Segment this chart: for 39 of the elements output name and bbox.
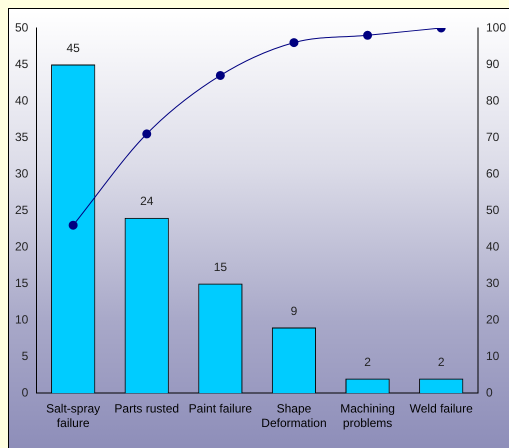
y2-tick-label: 20 bbox=[486, 312, 500, 326]
y2-tick-label: 80 bbox=[486, 93, 500, 108]
y-tick-label: 30 bbox=[14, 166, 29, 180]
y2-tick-label: 90 bbox=[486, 56, 500, 71]
point bbox=[289, 38, 298, 48]
y2-tick-label: 100 bbox=[486, 20, 506, 34]
point bbox=[363, 30, 372, 40]
x-tick-label: Salt-spray failure bbox=[46, 402, 100, 430]
point bbox=[142, 129, 152, 138]
y2-tick-label: 0 bbox=[486, 386, 493, 400]
y2-tick-label: 60 bbox=[486, 166, 500, 180]
y-tick-label: 15 bbox=[14, 276, 29, 290]
data-label: 24 bbox=[140, 194, 154, 208]
data-label: 9 bbox=[290, 304, 298, 318]
x-tick-label: Weld failure bbox=[410, 402, 474, 416]
data-label: 15 bbox=[214, 260, 228, 274]
point bbox=[68, 220, 78, 230]
y-tick-label: 10 bbox=[14, 312, 29, 326]
x-tick-label: Paint failure bbox=[188, 402, 252, 416]
x-tick-label: Parts rusted bbox=[114, 402, 180, 416]
y-tick-label: 35 bbox=[14, 130, 29, 144]
data-label: 2 bbox=[364, 354, 372, 369]
y-tick-label: 40 bbox=[14, 93, 29, 108]
y-tick-label: 25 bbox=[14, 202, 29, 217]
y-tick-label: 5 bbox=[22, 348, 29, 363]
y-tick-label: 0 bbox=[22, 386, 29, 400]
x-tick-label: Machining problems bbox=[340, 402, 395, 430]
point bbox=[216, 70, 225, 80]
y2-tick-label: 40 bbox=[486, 239, 500, 254]
data-label: 45 bbox=[66, 40, 80, 55]
y-tick-label: 50 bbox=[14, 20, 29, 34]
y2-tick-label: 50 bbox=[486, 202, 500, 217]
y2-tick-label: 10 bbox=[486, 348, 500, 363]
y-tick-label: 45 bbox=[14, 56, 29, 71]
y2-tick-label: 70 bbox=[486, 130, 500, 144]
data-label: 2 bbox=[438, 354, 445, 369]
y-tick-label: 20 bbox=[14, 239, 29, 254]
y2-tick-label: 30 bbox=[486, 276, 500, 290]
x-tick-label: Shape Deformation bbox=[261, 402, 327, 430]
